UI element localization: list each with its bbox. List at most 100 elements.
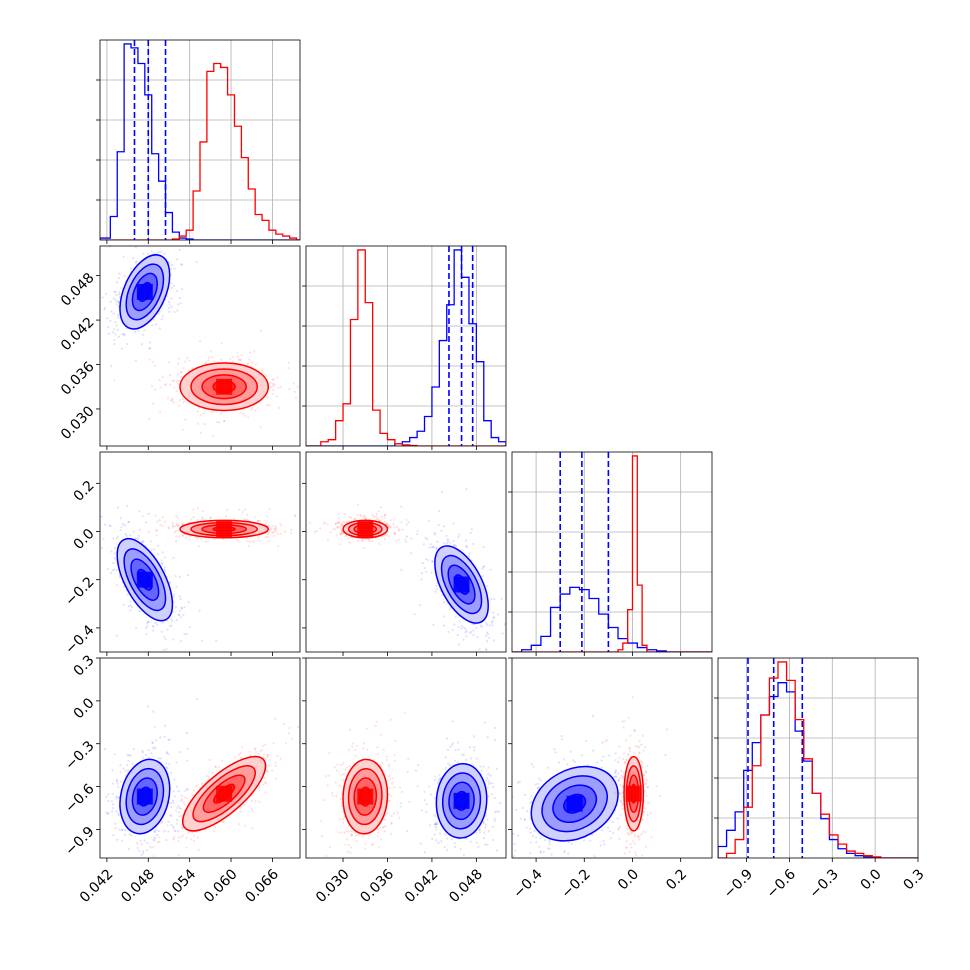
- sample-point: [161, 516, 164, 519]
- sample-point: [138, 610, 141, 613]
- sample-point: [177, 836, 180, 839]
- sample-point: [119, 771, 122, 774]
- sample-point: [422, 543, 426, 546]
- sample-point: [112, 338, 116, 342]
- sample-point: [128, 833, 131, 836]
- sample-point: [162, 648, 165, 652]
- sample-point: [114, 822, 117, 825]
- sample-point: [142, 541, 145, 544]
- sample-point: [268, 507, 271, 510]
- sample-point: [175, 522, 178, 525]
- sample-point: [170, 805, 173, 808]
- sample-point: [485, 648, 488, 651]
- panel-frame: [305, 245, 507, 447]
- sample-point: [159, 386, 162, 389]
- sample-point: [392, 523, 395, 526]
- sample-point: [339, 532, 342, 536]
- sample-point: [416, 529, 419, 533]
- sample-point: [122, 255, 125, 258]
- sample-point: [400, 505, 403, 508]
- sample-point: [393, 526, 396, 529]
- hist-area-0: [100, 40, 300, 240]
- sample-point: [168, 738, 171, 741]
- sample-point: [340, 531, 344, 535]
- sample-point: [259, 329, 262, 332]
- sample-point: [334, 528, 337, 531]
- sample-point: [472, 629, 475, 632]
- sample-point: [114, 827, 117, 830]
- sample-point: [446, 538, 449, 541]
- panel-frame: [99, 245, 301, 447]
- sample-point: [251, 827, 254, 830]
- sample-point: [268, 404, 271, 407]
- sample-point: [167, 752, 170, 756]
- sample-point: [424, 536, 427, 539]
- sample-point: [266, 756, 269, 759]
- sample-point: [111, 792, 114, 796]
- sample-point: [259, 426, 262, 429]
- sample-point: [156, 520, 159, 523]
- sample-point: [401, 528, 404, 531]
- sample-point: [214, 825, 217, 829]
- sample-point: [246, 514, 249, 517]
- sample-point: [156, 529, 159, 533]
- sample-point: [169, 282, 172, 285]
- sample-point: [439, 653, 441, 655]
- sample-point: [113, 379, 116, 382]
- sample-point: [163, 568, 166, 571]
- sample-point: [364, 517, 367, 520]
- sample-point: [112, 537, 115, 540]
- sample-point: [486, 639, 489, 643]
- sample-point: [266, 395, 269, 398]
- hist-area-1: [306, 246, 506, 446]
- sample-point: [276, 376, 279, 379]
- sample-point: [460, 627, 463, 630]
- sample-point: [493, 639, 496, 642]
- sample-point: [262, 753, 266, 756]
- sample-point: [420, 572, 424, 575]
- sample-point: [364, 517, 367, 521]
- sample-point: [201, 517, 204, 520]
- sample-point: [207, 776, 211, 779]
- sample-point: [186, 357, 189, 360]
- sample-point: [243, 518, 246, 521]
- sample-point: [178, 595, 181, 598]
- sample-point: [381, 535, 384, 538]
- sample-point: [257, 536, 260, 539]
- contour-line: [131, 272, 158, 312]
- sample-point: [121, 828, 124, 831]
- sample-point: [452, 539, 455, 542]
- sample-point: [241, 510, 244, 514]
- sample-point: [446, 539, 450, 542]
- sample-point: [211, 434, 215, 437]
- sample-point: [179, 371, 182, 374]
- sample-point: [126, 769, 130, 772]
- sample-point: [110, 799, 113, 803]
- sample-point: [150, 250, 154, 253]
- sample-point: [248, 750, 251, 753]
- sample-point: [271, 378, 274, 381]
- sample-point: [167, 306, 170, 310]
- sample-point: [172, 379, 176, 382]
- sample-point: [112, 834, 115, 837]
- contour-line: [179, 362, 270, 412]
- sample-point: [371, 540, 374, 543]
- sample-point: [179, 658, 181, 660]
- sample-point: [151, 746, 155, 749]
- sample-point: [157, 544, 160, 547]
- sample-point: [115, 797, 118, 800]
- sample-point: [458, 533, 461, 536]
- sample-point: [206, 540, 209, 543]
- sample-point: [271, 393, 275, 396]
- sample-point: [144, 521, 147, 524]
- sample-point: [174, 575, 177, 578]
- sample-point: [419, 603, 422, 607]
- sample-point: [237, 358, 240, 361]
- sample-point: [192, 516, 195, 519]
- sample-point: [111, 769, 114, 772]
- sample-point: [380, 515, 384, 519]
- sample-point: [275, 530, 278, 533]
- contour-line: [130, 558, 160, 601]
- sample-point: [272, 377, 275, 381]
- sample-point: [239, 810, 242, 813]
